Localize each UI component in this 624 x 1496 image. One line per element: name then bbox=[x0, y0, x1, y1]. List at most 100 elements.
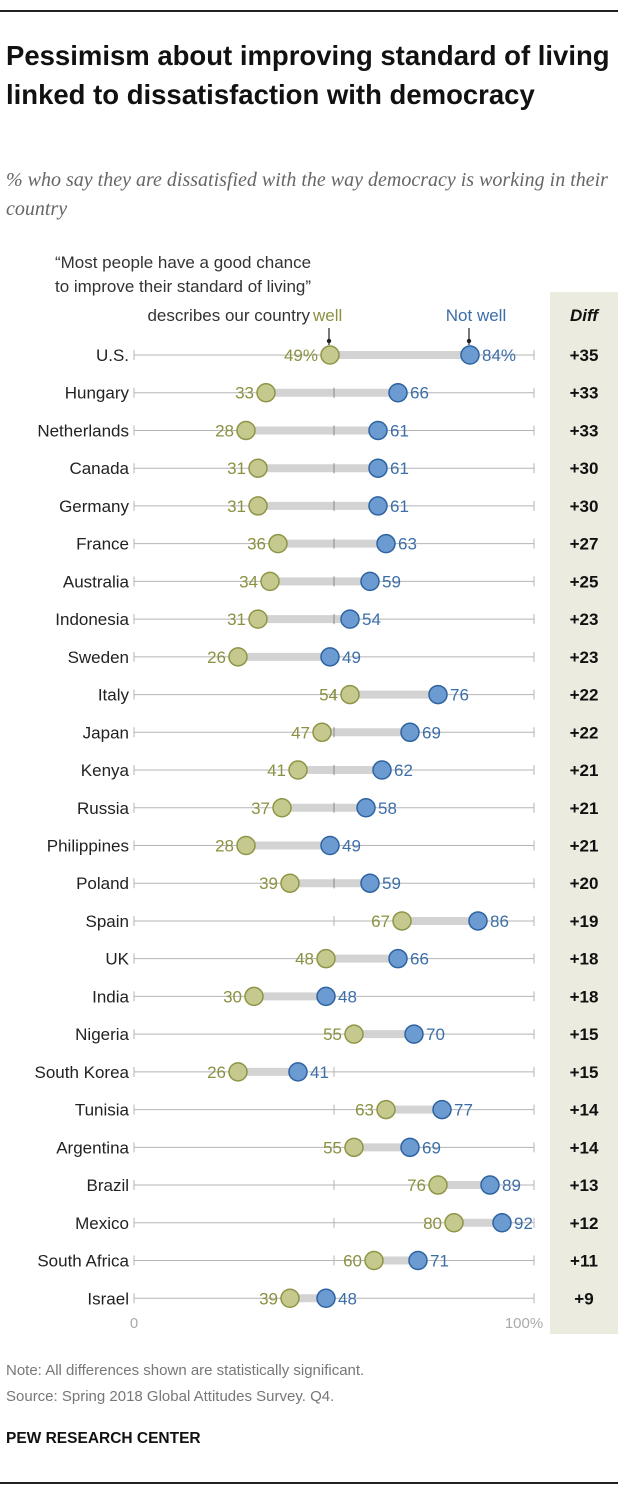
well-dot bbox=[248, 496, 268, 516]
well-dot bbox=[320, 345, 340, 365]
country-label: South Africa bbox=[37, 1252, 129, 1271]
not-well-dot bbox=[468, 911, 488, 931]
well-dot bbox=[280, 873, 300, 893]
diff-value: +22 bbox=[570, 723, 599, 742]
country-label: Israel bbox=[87, 1289, 129, 1308]
not-well-value-label: 84% bbox=[482, 346, 516, 365]
not-well-dot bbox=[376, 533, 396, 554]
country-label: Japan bbox=[83, 723, 129, 742]
diff-value: +21 bbox=[570, 799, 599, 818]
diff-value: +11 bbox=[570, 1252, 598, 1271]
not-well-dot bbox=[492, 1213, 512, 1233]
country-label: South Korea bbox=[34, 1063, 129, 1082]
legend-question-line1: “Most people have a good chance bbox=[55, 253, 311, 272]
not-well-value-label: 49 bbox=[342, 836, 361, 855]
well-dot bbox=[312, 722, 332, 743]
well-dot bbox=[280, 1288, 300, 1308]
well-value-label: 54 bbox=[319, 686, 338, 705]
well-dot bbox=[244, 986, 264, 1007]
not-well-value-label: 77 bbox=[454, 1101, 473, 1120]
not-well-dot bbox=[404, 1024, 424, 1044]
well-dot bbox=[228, 1062, 248, 1082]
not-well-value-label: 61 bbox=[390, 421, 409, 440]
well-value-label: 31 bbox=[227, 459, 246, 478]
top-rule bbox=[0, 10, 618, 12]
well-dot bbox=[268, 533, 288, 554]
not-well-dot bbox=[408, 1250, 428, 1271]
diff-value: +15 bbox=[570, 1025, 599, 1044]
diff-value: +20 bbox=[570, 874, 599, 893]
well-dot bbox=[260, 571, 280, 592]
well-value-label: 26 bbox=[207, 648, 226, 667]
well-value-label: 49% bbox=[284, 346, 318, 365]
well-value-label: 55 bbox=[323, 1025, 342, 1044]
legend-not-well-pointer-dot bbox=[466, 338, 472, 344]
not-well-dot bbox=[368, 496, 388, 516]
well-value-label: 28 bbox=[215, 836, 234, 855]
chart-subtitle: % who say they are dissatisfied with the… bbox=[6, 169, 608, 220]
not-well-dot bbox=[480, 1175, 500, 1195]
well-value-label: 39 bbox=[259, 874, 278, 893]
well-value-label: 63 bbox=[355, 1101, 374, 1120]
not-well-dot bbox=[356, 798, 376, 818]
diff-value: +23 bbox=[570, 610, 599, 629]
not-well-value-label: 92 bbox=[514, 1214, 533, 1233]
not-well-value-label: 58 bbox=[378, 799, 397, 818]
diff-value: +21 bbox=[570, 761, 599, 780]
legend-not-well-label: Not well bbox=[446, 306, 506, 325]
not-well-value-label: 54 bbox=[362, 610, 381, 629]
well-value-label: 33 bbox=[235, 384, 254, 403]
source-line: Source: Spring 2018 Global Attitudes Sur… bbox=[6, 1388, 335, 1405]
legend-well-pointer-dot bbox=[326, 338, 332, 344]
country-label: India bbox=[92, 987, 129, 1006]
not-well-value-label: 59 bbox=[382, 572, 401, 591]
country-label: Spain bbox=[86, 912, 129, 931]
diff-value: +9 bbox=[574, 1289, 593, 1308]
diff-value: +18 bbox=[570, 950, 599, 969]
not-well-value-label: 48 bbox=[338, 987, 357, 1006]
country-label: Poland bbox=[76, 874, 129, 893]
well-dot bbox=[364, 1250, 384, 1271]
well-value-label: 36 bbox=[247, 535, 266, 554]
well-dot bbox=[340, 684, 360, 705]
country-label: Philippines bbox=[47, 836, 129, 855]
well-dot bbox=[344, 1137, 364, 1158]
country-label: Australia bbox=[63, 572, 130, 591]
not-well-value-label: 66 bbox=[410, 384, 429, 403]
well-dot bbox=[248, 609, 268, 629]
not-well-value-label: 41 bbox=[310, 1063, 329, 1082]
not-well-dot bbox=[360, 873, 380, 893]
not-well-value-label: 89 bbox=[502, 1176, 521, 1195]
diff-value: +30 bbox=[570, 497, 599, 516]
well-value-label: 31 bbox=[227, 497, 246, 516]
well-value-label: 60 bbox=[343, 1252, 362, 1271]
not-well-dot bbox=[460, 345, 480, 365]
well-value-label: 55 bbox=[323, 1138, 342, 1157]
diff-value: +13 bbox=[570, 1176, 599, 1195]
not-well-dot bbox=[368, 458, 388, 478]
not-well-dot bbox=[428, 684, 448, 705]
not-well-dot bbox=[400, 1137, 420, 1158]
well-dot bbox=[392, 911, 412, 931]
well-dot bbox=[428, 1175, 448, 1195]
not-well-dot bbox=[432, 1099, 452, 1120]
legend-question-line3: describes our country bbox=[147, 306, 310, 325]
well-value-label: 34 bbox=[239, 572, 258, 591]
country-label: Netherlands bbox=[37, 421, 129, 440]
diff-value: +30 bbox=[570, 459, 599, 478]
not-well-value-label: 49 bbox=[342, 648, 361, 667]
well-value-label: 26 bbox=[207, 1063, 226, 1082]
not-well-dot bbox=[360, 571, 380, 592]
well-value-label: 67 bbox=[371, 912, 390, 931]
diff-value: +15 bbox=[570, 1063, 599, 1082]
not-well-dot bbox=[320, 835, 340, 856]
well-dot bbox=[344, 1024, 364, 1044]
chart-title: Pessimism about improving standard of li… bbox=[6, 40, 610, 110]
well-dot bbox=[248, 458, 268, 478]
well-dot bbox=[444, 1213, 464, 1233]
not-well-value-label: 61 bbox=[390, 459, 409, 478]
diff-value: +12 bbox=[570, 1214, 599, 1233]
country-label: Mexico bbox=[75, 1214, 129, 1233]
bottom-rule bbox=[0, 1482, 618, 1484]
country-label: Brazil bbox=[86, 1176, 129, 1195]
